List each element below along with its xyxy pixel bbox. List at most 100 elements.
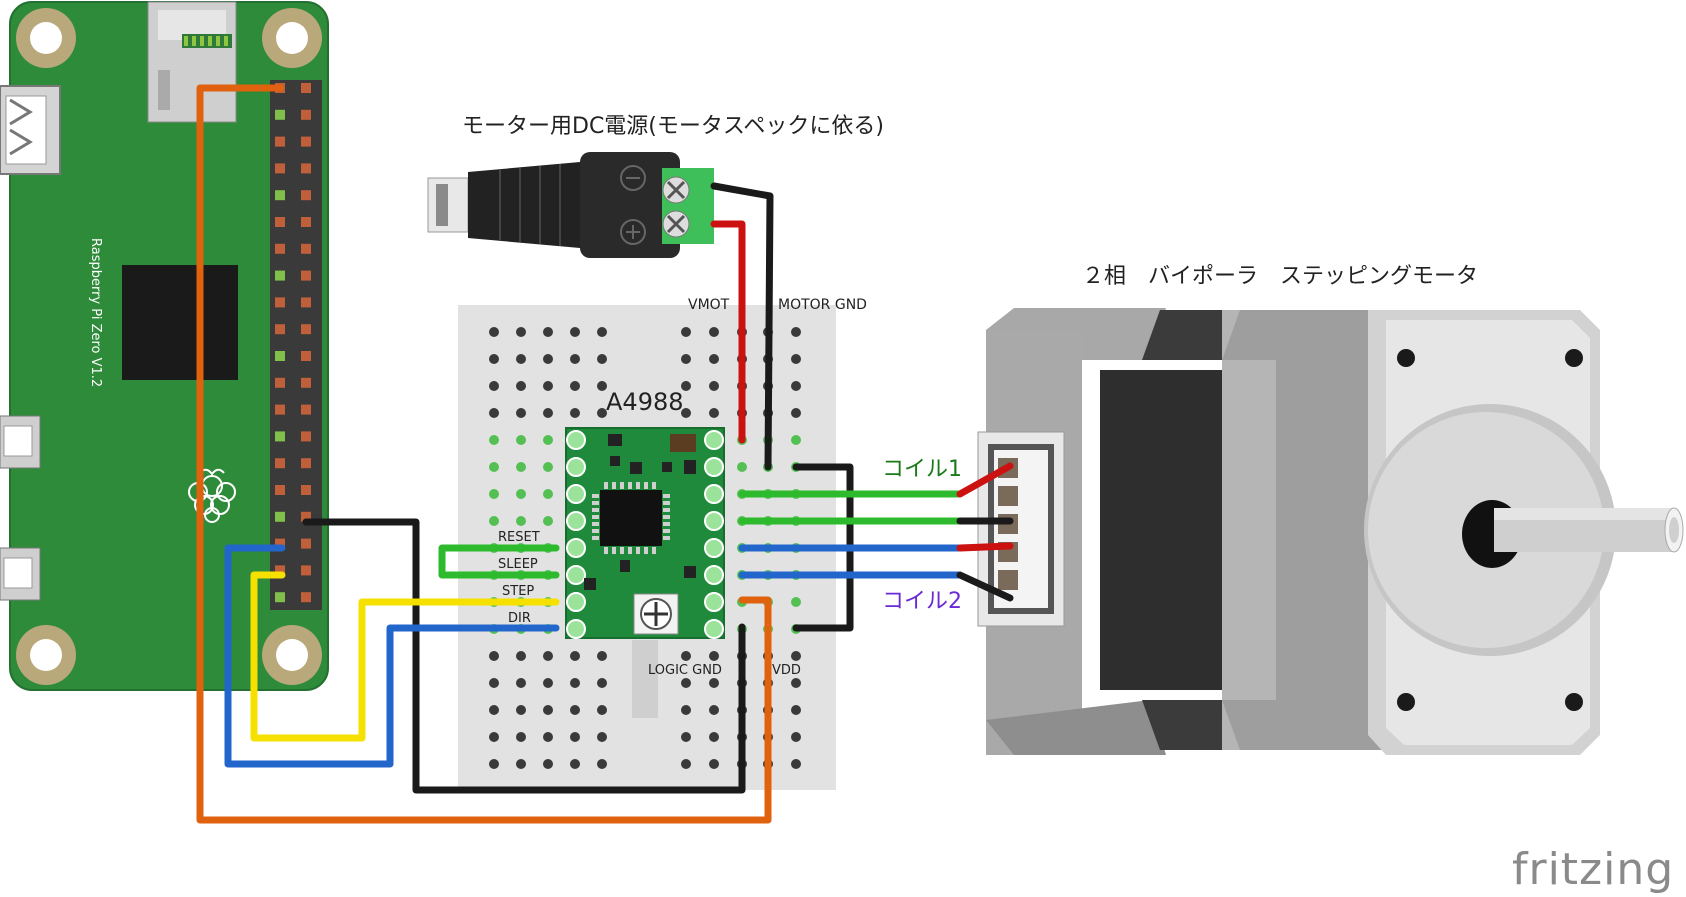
breadboard-hole — [570, 678, 580, 688]
breadboard-hole — [597, 327, 607, 337]
breadboard-hole — [570, 381, 580, 391]
terminal-screw-icon — [662, 210, 690, 238]
motor-lead-black — [956, 571, 1014, 602]
driver-pin — [704, 484, 724, 504]
breadboard-hole — [489, 516, 499, 526]
gpio-pin — [301, 163, 311, 174]
motor-shaft — [1494, 507, 1684, 553]
breadboard-hole — [709, 327, 719, 337]
breadboard-hole — [791, 354, 801, 364]
gpio-pin — [275, 297, 285, 308]
terminal-screw-icon — [662, 176, 690, 204]
breadboard-hole — [489, 489, 499, 499]
gpio-pin — [301, 83, 311, 93]
breadboard-hole — [516, 408, 526, 418]
driver-pin — [704, 538, 724, 558]
driver-pin — [566, 565, 586, 585]
breadboard-hole — [597, 759, 607, 769]
pin-label-reset: RESET — [498, 530, 540, 545]
breadboard-hole — [791, 705, 801, 715]
gpio-pin — [301, 351, 311, 361]
gpio-pin — [301, 485, 311, 495]
pin-label-vmot: VMOT — [688, 297, 730, 313]
gpio-pin — [301, 324, 311, 335]
breadboard-hole — [516, 489, 526, 499]
motor-connector — [977, 431, 1065, 627]
breadboard-hole — [681, 408, 691, 418]
breadboard-hole — [516, 705, 526, 715]
gpio-pin — [275, 243, 285, 254]
wire-black-motor-gnd — [710, 182, 774, 471]
gpio-pin — [301, 592, 311, 603]
gpio-pin — [275, 431, 285, 442]
breadboard-hole — [489, 381, 499, 391]
driver-chip — [600, 490, 662, 546]
breadboard-hole — [543, 489, 553, 499]
gpio-pin — [275, 324, 285, 335]
breadboard-hole — [489, 651, 499, 661]
breadboard-hole — [597, 408, 607, 418]
fritzing-logo: fritzing — [1512, 844, 1674, 895]
breadboard-hole — [543, 435, 553, 445]
gpio-pin — [301, 377, 311, 388]
breadboard-hole — [709, 759, 719, 769]
pin-label-dir: DIR — [508, 611, 531, 626]
breadboard-hole — [709, 381, 719, 391]
breadboard-hole — [681, 678, 691, 688]
stepper-motor — [977, 308, 1684, 755]
breadboard-hole — [681, 327, 691, 337]
breadboard-hole — [709, 408, 719, 418]
breadboard-hole — [570, 354, 580, 364]
power-supply-title: モーター用DC電源(モータスペックに依る) — [462, 114, 884, 139]
breadboard-hole — [570, 705, 580, 715]
breadboard-hole — [597, 381, 607, 391]
breadboard-hole — [543, 732, 553, 742]
driver-pin — [566, 511, 586, 531]
breadboard-hole — [516, 516, 526, 526]
breadboard-hole — [489, 462, 499, 472]
breadboard-hole — [489, 678, 499, 688]
breadboard-hole — [791, 651, 801, 661]
gpio-pin — [275, 270, 285, 281]
driver-pin — [566, 484, 586, 504]
breadboard-hole — [597, 651, 607, 661]
breadboard-hole — [543, 705, 553, 715]
board-label: Raspberry Pi Zero V1.2 — [88, 238, 103, 387]
wires — [196, 84, 1014, 824]
motor-bolt-hole — [1397, 693, 1415, 711]
mounting-hole — [262, 8, 322, 68]
breadboard-hole — [543, 408, 553, 418]
breadboard-hole — [516, 354, 526, 364]
soc-chip — [122, 265, 238, 380]
gpio-pin — [275, 404, 285, 415]
a4988-driver — [565, 427, 725, 639]
breadboard-hole — [597, 705, 607, 715]
gpio-pin — [301, 565, 311, 576]
breadboard-hole — [709, 354, 719, 364]
breadboard-hole — [489, 759, 499, 769]
gpio-pins — [275, 83, 311, 603]
gpio-pin — [275, 217, 285, 227]
breadboard-hole — [681, 381, 691, 391]
pin-label-step: STEP — [502, 584, 534, 599]
driver-pin — [704, 565, 724, 585]
driver-pin — [704, 457, 724, 477]
coil1-label: コイル1 — [882, 457, 962, 482]
gpio-pin — [301, 190, 311, 201]
gpio-pin — [275, 377, 285, 388]
wire-black-logic-gnd — [302, 518, 746, 794]
raspberry-pi-zero: Raspberry Pi Zero V1.2 — [0, 1, 329, 691]
breadboard-hole — [597, 732, 607, 742]
sd-card-slot — [147, 1, 237, 123]
breadboard-hole — [597, 354, 607, 364]
breadboard-hole — [516, 732, 526, 742]
breadboard-hole — [791, 408, 801, 418]
gpio-pin — [275, 458, 285, 469]
gpio-pin — [301, 458, 311, 469]
breadboard-hole — [516, 381, 526, 391]
motor-title: ２相 バイポーラ ステッピングモータ — [1082, 264, 1478, 289]
breadboard-hole — [681, 759, 691, 769]
wire-green-reset-sleep — [438, 544, 560, 579]
gpio-pin — [275, 592, 285, 603]
